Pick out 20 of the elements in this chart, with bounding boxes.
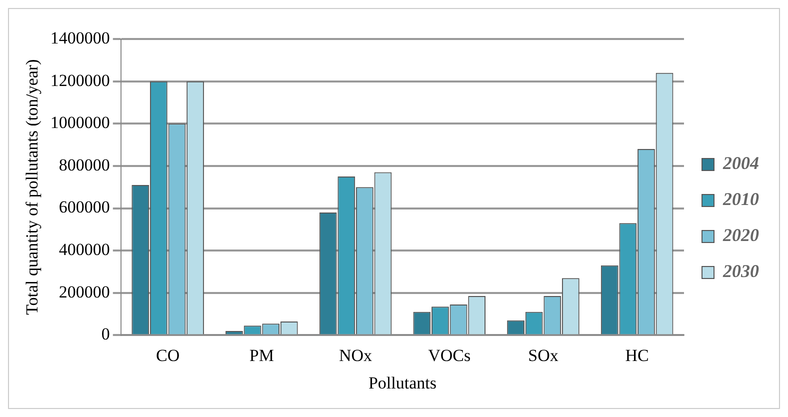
x-tick-label: PM bbox=[249, 346, 274, 365]
legend-label: 2020 bbox=[722, 225, 759, 246]
x-axis-title: Pollutants bbox=[368, 373, 436, 392]
y-tick-label: 600000 bbox=[58, 198, 110, 217]
y-tick-label: 1200000 bbox=[50, 70, 110, 90]
legend-label: 2030 bbox=[722, 261, 759, 282]
x-tick-label: CO bbox=[156, 346, 180, 365]
y-tick-label: 400000 bbox=[58, 240, 110, 260]
y-tick-label: 1000000 bbox=[50, 113, 110, 132]
legend-label: 2010 bbox=[722, 189, 759, 210]
y-tick-label: 0 bbox=[101, 324, 110, 344]
x-tick-label: NOx bbox=[338, 346, 373, 365]
x-tick-label: VOCs bbox=[428, 346, 471, 365]
y-tick-label: 1400000 bbox=[50, 28, 110, 48]
x-tick-label: SOx bbox=[528, 346, 559, 365]
x-tick-label: HC bbox=[625, 346, 649, 365]
y-tick-label: 800000 bbox=[58, 155, 110, 174]
y-tick-label: 200000 bbox=[58, 282, 110, 302]
legend-label: 2004 bbox=[722, 153, 759, 174]
y-axis-title: Total quantity of pollutants (ton/year) bbox=[22, 59, 42, 315]
